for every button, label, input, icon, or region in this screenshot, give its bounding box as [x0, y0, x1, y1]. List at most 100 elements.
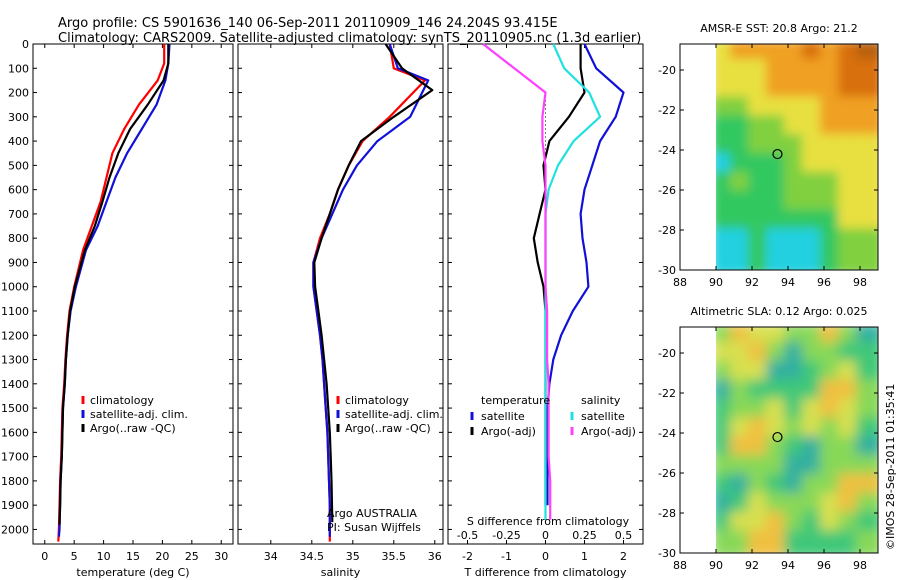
difference-xtick-label: 0: [542, 550, 549, 563]
salinity-panel: 34 34.5 35 35.5 36 salinity climatologysatelli…: [237, 43, 444, 579]
difference-legend-label: satellite: [481, 410, 525, 423]
temperature-legend-label: satellite-adj. clim.: [90, 408, 188, 421]
salinity-diff-tick-label: -0.25: [492, 529, 520, 542]
depth-tick-label: 1100: [1, 305, 29, 318]
temperature-panel: 0100200300400500600700800900100011001200…: [1, 38, 234, 579]
depth-tick-label: 1600: [1, 426, 29, 439]
sla_map-xtick-label: 98: [853, 559, 867, 572]
salinity-xtick-label: 36: [428, 550, 442, 563]
legend-salinity-title: salinity: [581, 394, 621, 407]
difference-series-salinity-argo-adj: [482, 43, 552, 520]
difference-legend-label: satellite: [581, 410, 625, 423]
salinity-legend-label: climatology: [345, 394, 409, 407]
sla_map-field: [716, 327, 878, 553]
depth-tick-label: 1300: [1, 354, 29, 367]
sla_map-xtick-label: 94: [781, 559, 795, 572]
salinity-xtick-label: 35.5: [382, 550, 407, 563]
temperature-series-argo-raw-qc: [58, 44, 170, 525]
sst_map-xtick-label: 92: [745, 276, 759, 289]
salinity-diff-tick-label: 0.5: [615, 529, 633, 542]
sst_map-ytick-label: -30: [658, 264, 676, 277]
temperature-xtick-label: 20: [155, 550, 169, 563]
sst_map-xtick-label: 88: [673, 276, 687, 289]
profile-title-line1: Argo profile: CS 5901636_140 06-Sep-2011…: [58, 16, 558, 31]
difference-xtick-label: 1: [581, 550, 588, 563]
temperature-xtick-label: 30: [214, 550, 228, 563]
salinity-xlabel: salinity: [321, 566, 361, 579]
sst_map-xtick-label: 98: [853, 276, 867, 289]
temperature-xtick-label: 15: [126, 550, 140, 563]
sst_map-panel: AMSR-E SST: 20.8 Argo: 21.2 -20 -22 -24 -26 -…: [658, 22, 879, 289]
sst_map-ytick-label: -28: [658, 224, 676, 237]
sla_map-argo-marker: [772, 431, 783, 443]
float-pi-label: PI: Susan Wijffels: [327, 521, 421, 534]
sla_map-panel: Altimetric SLA: 0.12 Argo: 0.025 -20 -22 -2…: [658, 305, 879, 572]
depth-tick-label: 1900: [1, 499, 29, 512]
sst_map-ytick-label: -22: [658, 104, 676, 117]
temperature-series-satellite-adj-clim: [57, 43, 171, 537]
sla_map-ytick-label: -30: [658, 547, 676, 560]
difference-xtick-label: -1: [501, 550, 512, 563]
difference-xlabel: T difference from climatology: [464, 566, 627, 579]
salinity-diff-tick-label: -0.5: [457, 529, 478, 542]
sla_map-xtick-label: 96: [817, 559, 831, 572]
temperature-legend-label: climatology: [90, 394, 154, 407]
difference-xtick-label: 2: [620, 550, 627, 563]
sst_map-xtick-label: 96: [817, 276, 831, 289]
salinity-xtick-label: 34: [264, 550, 278, 563]
depth-tick-label: 1400: [1, 378, 29, 391]
salinity-xtick-label: 35: [346, 550, 360, 563]
depth-tick-label: 600: [8, 184, 29, 197]
depth-tick-label: 800: [8, 232, 29, 245]
sst_map-field: [716, 44, 878, 270]
difference-legend-label: Argo(-adj): [481, 425, 536, 438]
temperature-xtick-label: 10: [97, 550, 111, 563]
difference-panel: -2 -1 0 1 2 T difference from climatology temp…: [447, 43, 644, 579]
sla_map-ytick-label: -26: [658, 467, 676, 480]
profile-title-line2: Climatology: CARS2009. Satellite-adjuste…: [58, 31, 642, 46]
sst_map-ytick-label: -24: [658, 144, 676, 157]
sst_map-title: AMSR-E SST: 20.8 Argo: 21.2: [700, 22, 858, 35]
depth-tick-label: 100: [8, 62, 29, 75]
depth-tick-label: 1000: [1, 281, 29, 294]
depth-tick-label: 2000: [1, 523, 29, 536]
depth-tick-label: 0: [22, 38, 29, 51]
temperature-xtick-label: 5: [71, 550, 78, 563]
sla_map-xtick-label: 90: [709, 559, 723, 572]
depth-tick-label: 1500: [1, 402, 29, 415]
sst_map-ytick-label: -26: [658, 184, 676, 197]
depth-tick-label: 300: [8, 111, 29, 124]
depth-tick-label: 500: [8, 159, 29, 172]
sst_map-cell: [856, 247, 878, 270]
temperature-xtick-label: 0: [41, 550, 48, 563]
sla_map-ytick-label: -24: [658, 427, 676, 440]
salinity-xtick-label: 34.5: [300, 550, 325, 563]
sla_map-ytick-label: -20: [658, 347, 676, 360]
sst_map-xtick-label: 90: [709, 276, 723, 289]
salinity-legend-label: satellite-adj. clim.: [345, 408, 443, 421]
difference-legend-label: Argo(-adj): [581, 425, 636, 438]
depth-tick-label: 200: [8, 87, 29, 100]
depth-tick-label: 400: [8, 135, 29, 148]
depth-tick-label: 900: [8, 256, 29, 269]
copyright-credit: ©IMOS 28-Sep-2011 01:35:41: [884, 384, 897, 550]
sla_map-cells: [716, 327, 878, 553]
depth-tick-label: 1800: [1, 475, 29, 488]
sla_map-title: Altimetric SLA: 0.12 Argo: 0.025: [690, 305, 867, 318]
sla_map-frame: [679, 326, 879, 554]
temperature-xlabel: temperature (deg C): [76, 566, 189, 579]
salinity-frame: [237, 43, 444, 545]
sla_map-cell: [856, 530, 878, 553]
depth-tick-label: 1700: [1, 451, 29, 464]
salinity-diff-axis-label: S difference from climatology: [467, 515, 630, 528]
temperature-xtick-label: 25: [185, 550, 199, 563]
salinity-legend-label: Argo(..raw -QC): [345, 422, 431, 435]
temperature-legend-label: Argo(..raw -QC): [90, 422, 176, 435]
float-owner-label: Argo AUSTRALIA: [327, 507, 417, 520]
sla_map-xtick-label: 88: [673, 559, 687, 572]
salinity-diff-tick-label: 0: [542, 529, 549, 542]
sst_map-cells: [716, 44, 878, 270]
sst_map-frame: [679, 43, 879, 271]
sst_map-argo-marker: [772, 148, 783, 160]
